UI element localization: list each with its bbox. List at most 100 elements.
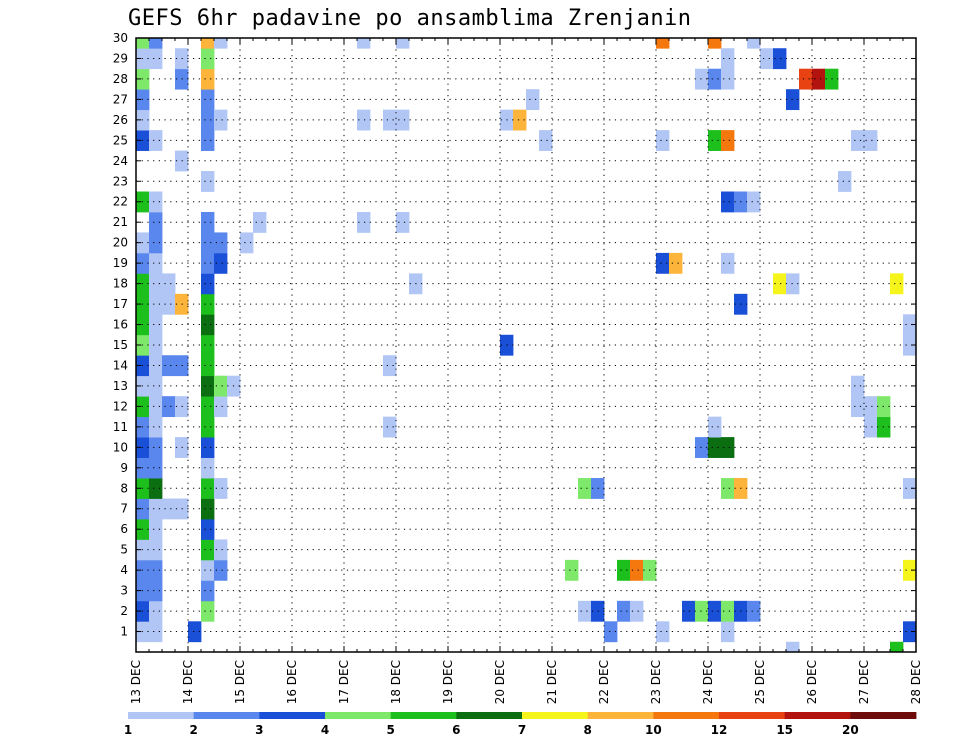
precip-cell: [201, 396, 215, 418]
precip-cell: [903, 334, 917, 356]
precip-cell: [214, 252, 228, 274]
precip-cell: [721, 600, 735, 622]
precip-cell: [149, 252, 163, 274]
y-tick-label: 15: [113, 338, 128, 352]
precip-cell: [201, 89, 215, 111]
precip-cell: [214, 539, 228, 561]
y-tick-label: 5: [120, 543, 128, 557]
precip-cell: [578, 478, 592, 499]
y-tick-label: 18: [113, 277, 128, 291]
precip-cell: [578, 600, 592, 622]
x-axis-labels: 13 DEC 14 DEC 15 DEC 16 DEC 17 DEC 18 DEC 19 D…: [129, 660, 923, 704]
precip-cell: [214, 559, 228, 581]
precip-cell: [721, 191, 735, 213]
y-tick-label: 6: [120, 522, 128, 536]
precip-cell: [656, 621, 670, 643]
precip-cell: [201, 252, 215, 274]
precip-cell: [760, 48, 774, 70]
colorbar-swatch: [456, 712, 523, 719]
precip-cell: [162, 396, 176, 418]
precip-cell: [201, 457, 215, 479]
precip-cell: [708, 68, 722, 90]
precip-cell: [201, 600, 215, 622]
precip-cell: [214, 109, 228, 131]
y-tick-label: 22: [113, 195, 128, 209]
precip-cell: [149, 130, 163, 151]
grid-lines: [136, 37, 916, 652]
precip-cell: [630, 600, 644, 622]
precip-cell: [201, 232, 215, 254]
x-tick-label: 23 DEC: [649, 660, 663, 704]
colorbar-swatch: [193, 712, 260, 719]
precip-cell: [383, 355, 397, 377]
precip-cell: [201, 498, 215, 520]
x-tick-label: 28 DEC: [909, 660, 923, 704]
precip-cell: [721, 130, 735, 151]
axis-ticks: [135, 37, 917, 652]
colorbar-label: 10: [645, 723, 662, 737]
colorbar-label: 4: [321, 723, 329, 737]
x-tick-label: 26 DEC: [805, 660, 819, 704]
colorbar-swatch: [128, 712, 195, 719]
precip-cell: [149, 621, 163, 643]
colorbar-swatch: [522, 712, 589, 719]
precip-cell: [721, 252, 735, 274]
x-tick-label: 22 DEC: [597, 660, 611, 704]
precip-cell: [630, 559, 644, 581]
precip-cell: [162, 498, 176, 520]
precip-cell: [136, 38, 150, 49]
precip-cell: [201, 478, 215, 499]
x-tick-label: 27 DEC: [857, 660, 871, 704]
precip-cell: [708, 416, 722, 438]
precip-cell: [201, 130, 215, 151]
x-tick-label: 25 DEC: [753, 660, 767, 704]
precip-cell: [201, 211, 215, 233]
precip-cell: [162, 293, 176, 315]
y-tick-label: 2: [120, 604, 128, 618]
precip-cell: [708, 38, 722, 49]
precip-cell: [799, 68, 813, 90]
precip-cell: [851, 375, 865, 397]
precip-cell: [201, 580, 215, 602]
colorbar-swatch: [719, 712, 786, 719]
precip-cell: [149, 559, 163, 581]
y-tick-label: 28: [113, 72, 128, 86]
x-tick-label: 19 DEC: [441, 660, 455, 704]
y-tick-label: 11: [113, 420, 128, 434]
precip-cell: [357, 38, 371, 49]
precip-cell: [903, 621, 917, 643]
y-tick-label: 4: [120, 563, 128, 577]
y-tick-label: 21: [113, 215, 128, 229]
y-tick-label: 27: [113, 92, 128, 106]
precip-cell: [708, 437, 722, 458]
precip-cell: [149, 518, 163, 540]
precip-cell: [149, 48, 163, 70]
precip-cell: [201, 559, 215, 581]
precip-cell: [383, 416, 397, 438]
y-tick-label: 12: [113, 399, 128, 413]
precip-cell: [357, 109, 371, 131]
precip-cell: [396, 38, 410, 49]
precip-cell: [617, 600, 631, 622]
precip-cell: [201, 48, 215, 70]
precip-cell: [721, 68, 735, 90]
precip-cell: [721, 478, 735, 499]
precip-cell: [214, 396, 228, 418]
precip-cell: [214, 478, 228, 499]
precip-cell: [149, 580, 163, 602]
precip-cell: [890, 641, 904, 653]
colorbar-swatch: [653, 712, 720, 719]
precip-cell: [656, 252, 670, 274]
precip-cell: [383, 109, 397, 131]
precip-cell: [149, 600, 163, 622]
precip-cell: [201, 68, 215, 90]
precip-cell: [526, 89, 540, 111]
x-tick-label: 24 DEC: [701, 660, 715, 704]
x-tick-label: 18 DEC: [389, 660, 403, 704]
heatmap-cells: [136, 38, 917, 653]
precip-cell: [201, 273, 215, 295]
precip-cell: [201, 334, 215, 356]
y-tick-label: 24: [113, 154, 128, 168]
precip-cell: [201, 437, 215, 458]
precip-cell: [149, 437, 163, 458]
